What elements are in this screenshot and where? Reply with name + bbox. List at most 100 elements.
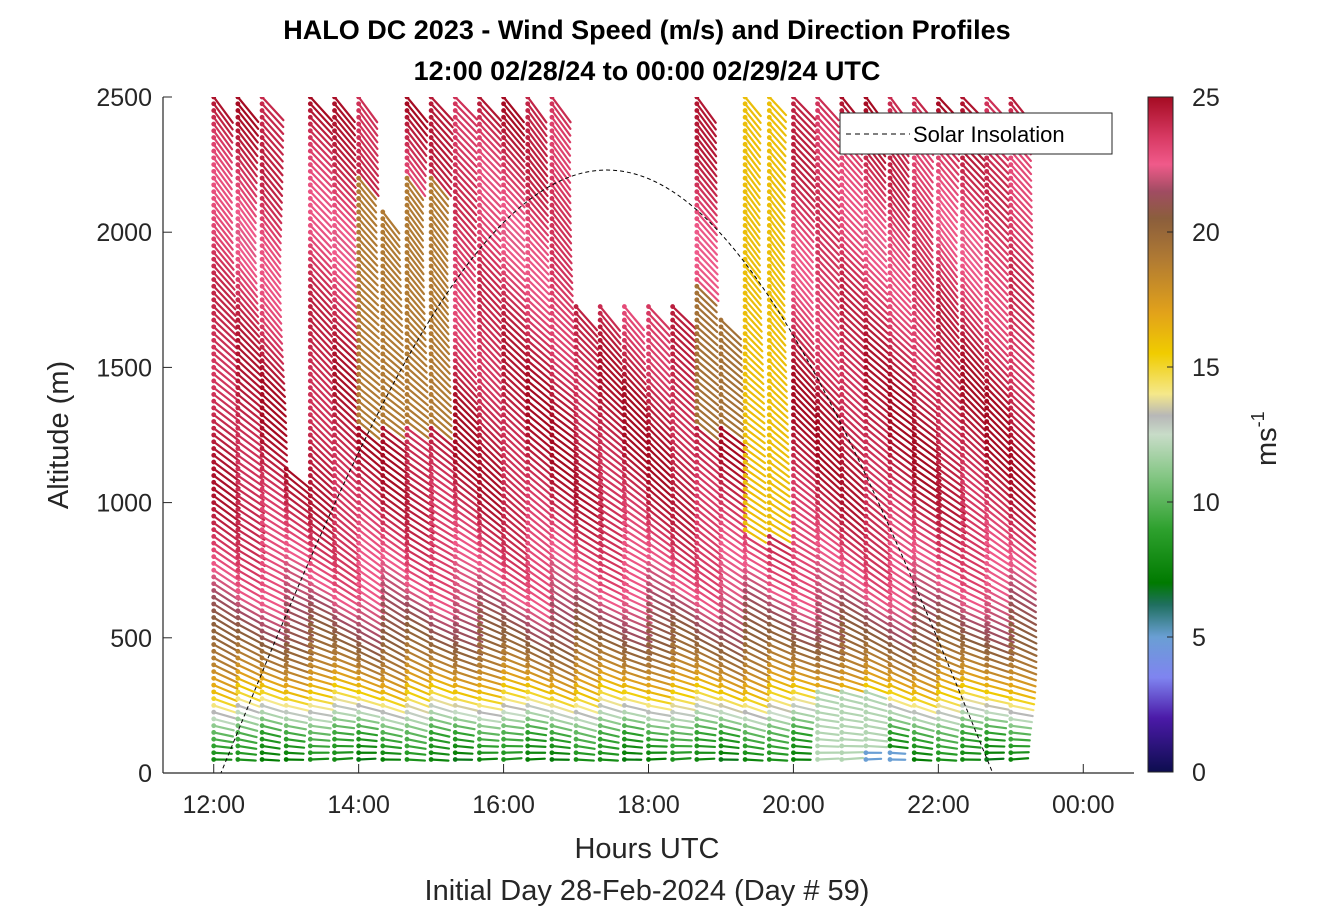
wind-barb bbox=[864, 305, 890, 330]
wind-barb bbox=[236, 251, 258, 278]
wind-barb-dot bbox=[766, 358, 772, 364]
wind-barb bbox=[623, 684, 650, 694]
wind-barb-dot bbox=[839, 642, 845, 647]
wind-barb-dot bbox=[839, 202, 845, 208]
wind-barb-dot bbox=[452, 547, 458, 553]
wind-barb bbox=[550, 643, 579, 660]
wind-barb bbox=[260, 515, 290, 534]
wind-barb-dot bbox=[597, 432, 603, 438]
wind-barb bbox=[816, 258, 840, 284]
wind-barb bbox=[236, 501, 266, 522]
wind-barb bbox=[212, 589, 240, 608]
wind-barb-dot bbox=[259, 297, 265, 303]
wind-barb bbox=[792, 400, 818, 426]
wind-barb bbox=[260, 291, 283, 318]
wind-barb-dot bbox=[259, 290, 265, 296]
wind-barb-dot bbox=[211, 155, 217, 161]
wind-barb bbox=[430, 670, 457, 683]
wind-barb-dot bbox=[477, 148, 482, 154]
wind-barb bbox=[574, 616, 603, 633]
wind-barb-dot bbox=[501, 432, 506, 438]
wind-barb-dot bbox=[839, 452, 845, 458]
wind-barb bbox=[357, 359, 381, 380]
wind-barb-dot bbox=[646, 324, 651, 330]
wind-barb bbox=[309, 602, 338, 618]
wind-barb-dot bbox=[211, 716, 217, 722]
wind-barb bbox=[864, 406, 892, 430]
wind-barb bbox=[381, 210, 401, 235]
wind-barb-dot bbox=[621, 703, 627, 708]
wind-barb bbox=[454, 724, 476, 731]
wind-barb bbox=[309, 440, 335, 465]
wind-barb-dot bbox=[477, 101, 482, 107]
wind-barb bbox=[405, 177, 425, 202]
wind-barb bbox=[405, 751, 427, 756]
wind-barb bbox=[743, 677, 770, 690]
wind-barb-dot bbox=[283, 723, 289, 729]
wind-barb bbox=[550, 285, 575, 311]
wind-barb bbox=[502, 325, 528, 350]
wind-barb-dot bbox=[815, 561, 820, 566]
wind-barb bbox=[719, 616, 748, 634]
wind-barb bbox=[357, 508, 384, 530]
wind-barb-dot bbox=[839, 615, 845, 620]
wind-barb-dot bbox=[742, 736, 748, 742]
wind-barb bbox=[381, 440, 410, 463]
wind-barb bbox=[768, 298, 786, 321]
wind-barb-dot bbox=[477, 182, 482, 188]
wind-barb bbox=[840, 643, 869, 657]
wind-barb-dot bbox=[815, 662, 820, 668]
wind-barb bbox=[260, 102, 285, 129]
wind-barb-dot bbox=[404, 554, 410, 560]
wind-barb bbox=[526, 487, 553, 510]
wind-barb bbox=[840, 575, 868, 595]
wind-barb-dot bbox=[428, 452, 434, 458]
wind-barb bbox=[743, 318, 763, 340]
wind-barb bbox=[768, 325, 787, 347]
wind-barb bbox=[840, 629, 869, 645]
wind-barb bbox=[236, 684, 262, 696]
wind-barb-dot bbox=[694, 608, 700, 614]
wind-barb bbox=[333, 413, 359, 438]
wind-barb bbox=[212, 623, 240, 640]
wind-barb-dot bbox=[621, 581, 627, 587]
wind-barb bbox=[647, 332, 671, 358]
wind-barb bbox=[454, 636, 484, 650]
wind-barb-dot bbox=[670, 486, 676, 492]
wind-barb bbox=[260, 183, 283, 211]
wind-barb-dot bbox=[380, 290, 386, 296]
wind-barb bbox=[381, 616, 409, 634]
wind-barb bbox=[357, 183, 378, 207]
wind-barb bbox=[333, 690, 359, 700]
wind-barb-dot bbox=[501, 500, 506, 505]
wind-barb bbox=[864, 258, 888, 283]
wind-barb bbox=[260, 521, 290, 540]
wind-barb bbox=[430, 122, 454, 149]
wind-barb-dot bbox=[404, 128, 410, 134]
wind-barb-dot bbox=[670, 655, 676, 661]
wind-barb-dot bbox=[283, 689, 289, 695]
wind-barb-dot bbox=[597, 385, 603, 391]
wind-barb-dot bbox=[549, 196, 555, 201]
wind-barb bbox=[478, 156, 502, 181]
wind-barb-dot bbox=[477, 202, 482, 208]
wind-barb-dot bbox=[766, 270, 772, 276]
wind-barb-dot bbox=[332, 148, 337, 154]
wind-barb-dot bbox=[356, 554, 362, 560]
wind-barb-dot bbox=[332, 304, 337, 309]
wind-barb bbox=[768, 697, 793, 707]
wind-barb bbox=[430, 177, 450, 201]
wind-barb bbox=[768, 237, 786, 260]
wind-barb bbox=[405, 738, 427, 745]
wind-barb-dot bbox=[694, 304, 700, 309]
wind-barb-dot bbox=[332, 371, 337, 377]
wind-barb bbox=[768, 271, 786, 294]
wind-barb bbox=[647, 386, 672, 412]
wind-barb bbox=[502, 386, 528, 411]
wind-barb bbox=[212, 433, 241, 456]
wind-barb bbox=[502, 393, 528, 418]
wind-barb bbox=[574, 758, 595, 762]
wind-barb-dot bbox=[380, 669, 386, 674]
wind-barb-dot bbox=[332, 168, 337, 174]
wind-barb-dot bbox=[791, 128, 796, 134]
